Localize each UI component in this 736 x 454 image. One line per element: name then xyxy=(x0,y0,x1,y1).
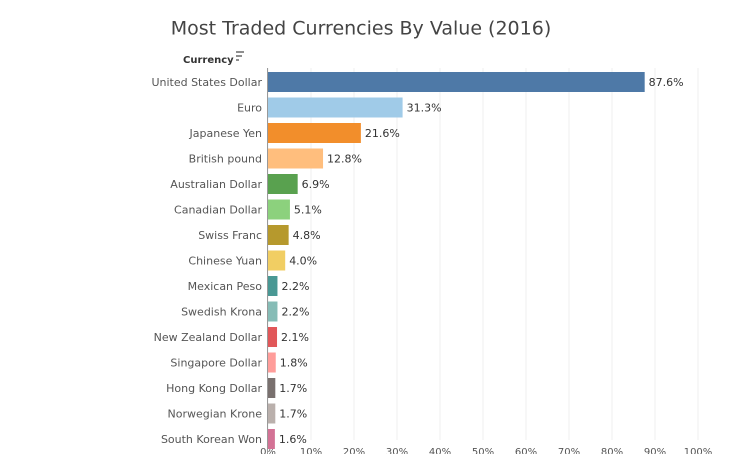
value-label: 12.8% xyxy=(327,153,362,166)
value-label: 5.1% xyxy=(294,204,322,217)
value-label: 2.1% xyxy=(281,331,309,344)
value-label: 87.6% xyxy=(649,76,684,89)
chart-title: Most Traded Currencies By Value (2016) xyxy=(171,18,552,40)
x-tick-label: 20% xyxy=(343,447,365,454)
y-tick-label: Australian Dollar xyxy=(170,178,262,191)
x-tick-label: 30% xyxy=(386,447,408,454)
value-label: 2.2% xyxy=(281,306,309,319)
bar xyxy=(268,174,298,194)
y-tick-label: Japanese Yen xyxy=(189,127,262,140)
bar xyxy=(268,429,275,449)
x-tick-label: 10% xyxy=(300,447,322,454)
y-tick-label: United States Dollar xyxy=(151,76,262,89)
bar xyxy=(268,123,361,143)
bar xyxy=(268,403,276,424)
y-tick-label: Singapore Dollar xyxy=(170,357,262,370)
value-label: 2.2% xyxy=(281,280,309,293)
bar xyxy=(268,378,276,398)
value-label: 6.9% xyxy=(302,178,330,191)
value-label: 1.6% xyxy=(279,433,307,446)
x-tick-label: 80% xyxy=(601,447,623,454)
y-tick-label: Swiss Franc xyxy=(198,229,262,242)
x-tick-label: 60% xyxy=(515,447,537,454)
value-label: 21.6% xyxy=(365,127,400,140)
y-tick-label: Norwegian Krone xyxy=(168,408,263,421)
y-tick-label: Euro xyxy=(237,102,262,115)
bar xyxy=(268,225,289,245)
x-tick-label: 40% xyxy=(429,447,451,454)
x-tick-label: 100% xyxy=(684,447,713,454)
bar xyxy=(268,301,278,322)
value-label: 4.8% xyxy=(293,229,321,242)
bar xyxy=(268,276,278,296)
x-tick-label: 70% xyxy=(558,447,580,454)
y-tick-label: Canadian Dollar xyxy=(174,204,262,217)
bar xyxy=(268,199,290,220)
y-tick-label: New Zealand Dollar xyxy=(154,331,263,344)
bar xyxy=(268,148,324,169)
bar xyxy=(268,352,276,373)
y-tick-label: Hong Kong Dollar xyxy=(166,382,262,395)
x-tick-label: 50% xyxy=(472,447,494,454)
y-tick-label: Swedish Krona xyxy=(181,306,262,319)
value-label: 31.3% xyxy=(407,102,442,115)
y-tick-label: British pound xyxy=(189,153,262,166)
value-label: 1.7% xyxy=(279,408,307,421)
y-tick-label: Mexican Peso xyxy=(188,280,263,293)
y-tick-label: South Korean Won xyxy=(161,433,262,446)
category-header: Currency xyxy=(183,55,234,66)
bar xyxy=(268,72,645,92)
bar xyxy=(268,97,403,118)
bar xyxy=(268,327,278,347)
x-tick-label: 90% xyxy=(644,447,666,454)
y-tick-label: Chinese Yuan xyxy=(188,255,262,268)
sort-icon[interactable] xyxy=(236,51,244,61)
value-label: 1.7% xyxy=(279,382,307,395)
value-label: 1.8% xyxy=(280,357,308,370)
value-label: 4.0% xyxy=(289,255,317,268)
bar xyxy=(268,250,286,271)
